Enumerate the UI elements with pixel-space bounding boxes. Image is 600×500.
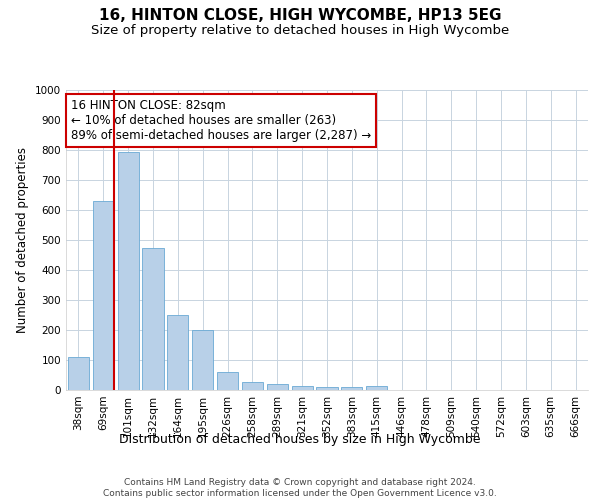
Text: 16 HINTON CLOSE: 82sqm
← 10% of detached houses are smaller (263)
89% of semi-de: 16 HINTON CLOSE: 82sqm ← 10% of detached… bbox=[71, 99, 371, 142]
Bar bbox=[316, 387, 338, 390]
Text: 16, HINTON CLOSE, HIGH WYCOMBE, HP13 5EG: 16, HINTON CLOSE, HIGH WYCOMBE, HP13 5EG bbox=[99, 8, 501, 22]
Bar bbox=[192, 330, 213, 390]
Y-axis label: Number of detached properties: Number of detached properties bbox=[16, 147, 29, 333]
Bar bbox=[242, 382, 263, 390]
Bar bbox=[167, 315, 188, 390]
Text: Distribution of detached houses by size in High Wycombe: Distribution of detached houses by size … bbox=[119, 432, 481, 446]
Text: Contains HM Land Registry data © Crown copyright and database right 2024.
Contai: Contains HM Land Registry data © Crown c… bbox=[103, 478, 497, 498]
Bar bbox=[366, 386, 387, 390]
Bar bbox=[292, 386, 313, 390]
Bar bbox=[93, 201, 114, 390]
Bar bbox=[68, 357, 89, 390]
Bar bbox=[142, 248, 164, 390]
Bar bbox=[118, 152, 139, 390]
Bar bbox=[267, 384, 288, 390]
Bar bbox=[341, 387, 362, 390]
Text: Size of property relative to detached houses in High Wycombe: Size of property relative to detached ho… bbox=[91, 24, 509, 37]
Bar bbox=[217, 372, 238, 390]
